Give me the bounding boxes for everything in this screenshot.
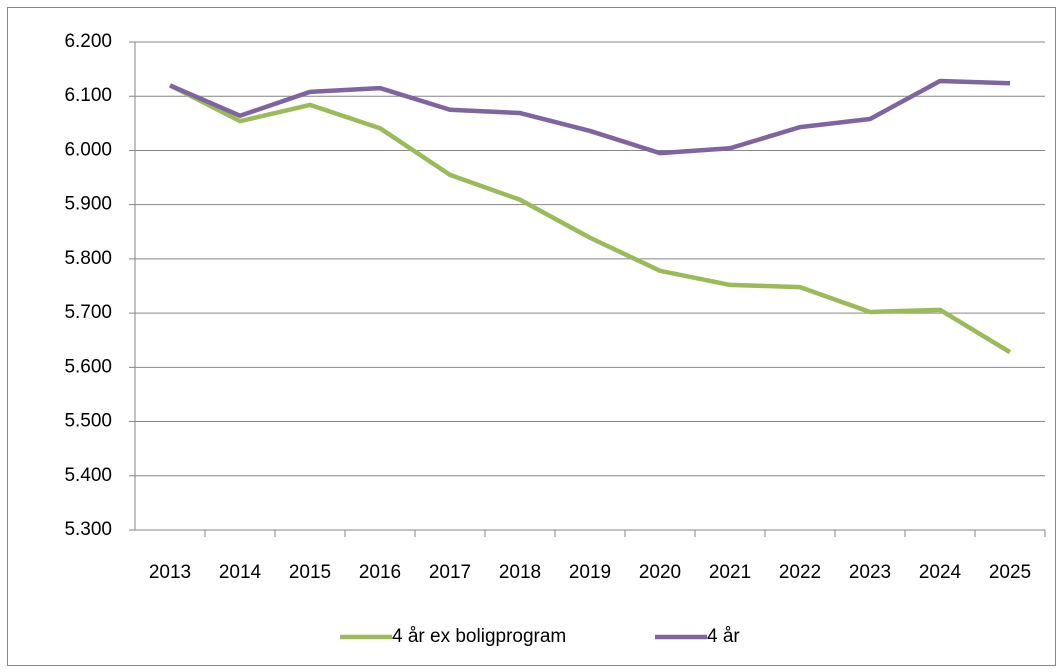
x-tick-label: 2013 xyxy=(149,562,191,583)
y-tick-label: 6.000 xyxy=(64,139,112,160)
x-tick-label: 2023 xyxy=(849,562,891,583)
legend-label: 4 år ex boligprogram xyxy=(392,626,566,647)
y-tick-label: 5.300 xyxy=(64,519,112,540)
legend-label: 4 år xyxy=(707,626,740,647)
y-tick-label: 5.700 xyxy=(64,302,112,323)
x-tick-label: 2018 xyxy=(499,562,541,583)
line-series xyxy=(169,78,1011,156)
x-tick-label: 2015 xyxy=(289,562,331,583)
y-tick-label: 6.200 xyxy=(64,31,112,52)
x-tick-label: 2016 xyxy=(359,562,401,583)
y-tick-label: 5.600 xyxy=(64,356,112,377)
x-tick-label: 2025 xyxy=(989,562,1031,583)
x-tick-label: 2017 xyxy=(429,562,471,583)
y-tick-label: 6.100 xyxy=(64,85,112,106)
y-tick-label: 5.800 xyxy=(64,248,112,269)
y-tick-label: 5.500 xyxy=(64,411,112,432)
line-series xyxy=(168,83,1012,355)
y-tick-label: 5.400 xyxy=(64,465,112,486)
x-tick-label: 2019 xyxy=(569,562,611,583)
x-tick-label: 2022 xyxy=(779,562,821,583)
y-tick-label: 5.900 xyxy=(64,194,112,215)
x-tick-label: 2014 xyxy=(219,562,262,583)
x-tick-label: 2024 xyxy=(919,562,962,583)
x-tick-label: 2021 xyxy=(709,562,751,583)
x-tick-label: 2020 xyxy=(639,562,681,583)
